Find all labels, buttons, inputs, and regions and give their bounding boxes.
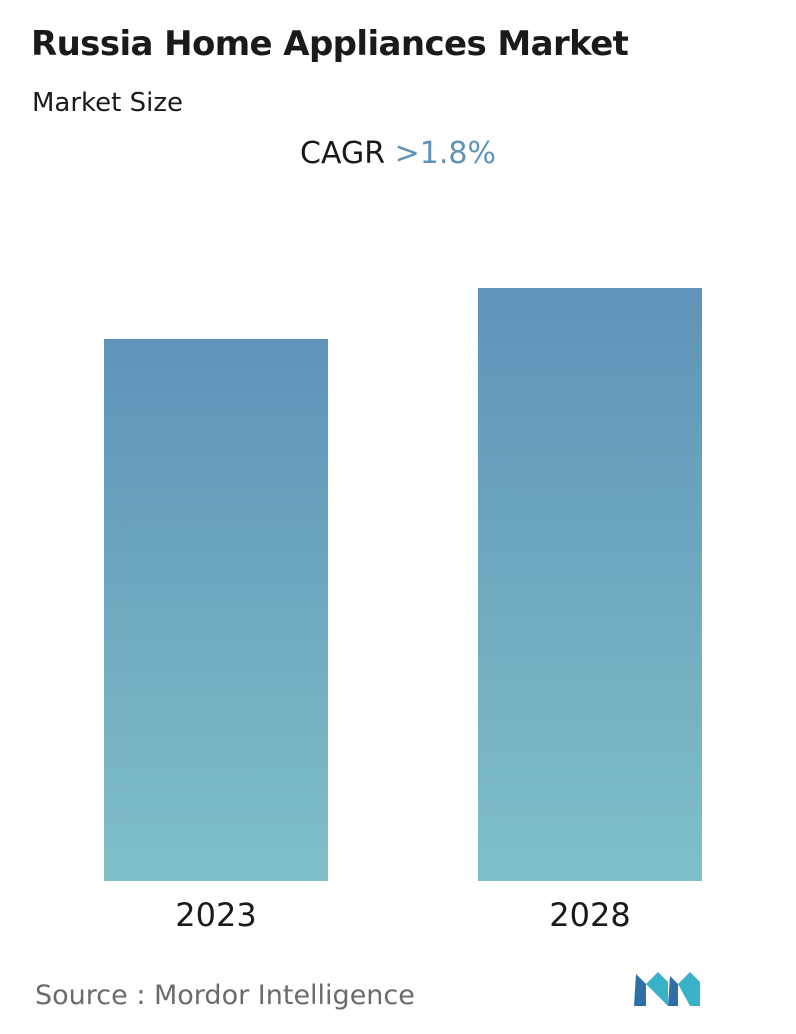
bars-layer <box>104 288 702 881</box>
bar-2023 <box>104 338 328 881</box>
chart-subtitle: Market Size <box>32 88 184 118</box>
chart-title: Russia Home Appliances Market <box>31 24 629 64</box>
x-tick-label-2028: 2028 <box>549 896 630 934</box>
bar-chart: 2023 2028 <box>104 288 702 934</box>
x-tick-label-2023: 2023 <box>175 896 256 934</box>
bar-2028 <box>478 288 702 881</box>
cagr-value: >1.8% <box>394 136 496 171</box>
cagr-label-text: CAGR <box>300 136 386 171</box>
mordor-intelligence-logo-icon <box>634 972 700 1006</box>
source-text: Source : Mordor Intelligence <box>35 980 415 1011</box>
cagr-label: CAGR >1.8% <box>0 136 796 171</box>
x-axis-labels: 2023 2028 <box>175 896 630 934</box>
